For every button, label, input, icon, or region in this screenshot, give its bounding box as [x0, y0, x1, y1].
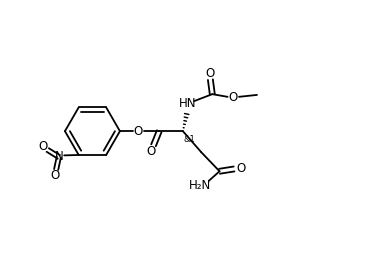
Text: HN: HN: [179, 97, 196, 110]
Text: O: O: [236, 162, 245, 175]
Text: O: O: [38, 140, 47, 153]
Text: H₂N: H₂N: [189, 179, 212, 192]
Text: O: O: [50, 169, 60, 182]
Text: O: O: [146, 144, 156, 157]
Text: O: O: [229, 91, 238, 104]
Text: O: O: [206, 67, 215, 80]
Text: &1: &1: [183, 135, 195, 144]
Text: O: O: [134, 125, 143, 138]
Text: N: N: [54, 150, 63, 163]
